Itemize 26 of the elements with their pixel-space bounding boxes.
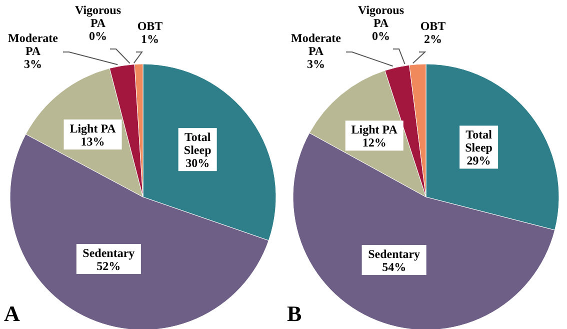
data-label: 1% bbox=[141, 32, 159, 46]
data-label: 3% bbox=[24, 57, 42, 71]
data-label: 12% bbox=[362, 136, 386, 150]
slice-label: Total Sleep bbox=[465, 128, 493, 155]
data-label: 29% bbox=[466, 154, 491, 168]
data-label: 13% bbox=[80, 134, 105, 148]
text: B bbox=[287, 301, 302, 327]
slice-label: Moderate PA bbox=[291, 31, 342, 58]
slice-label: OBT bbox=[137, 19, 163, 33]
data-label: 54% bbox=[382, 260, 406, 274]
data-label: 3% bbox=[307, 57, 325, 71]
slice-label: Total Sleep bbox=[184, 130, 212, 158]
slice-label: Sedentary bbox=[368, 247, 420, 262]
text: 0% bbox=[372, 29, 390, 43]
slice-label: Sedentary bbox=[82, 246, 135, 260]
data-label: 30% bbox=[186, 156, 210, 170]
slice-label: Moderate PA bbox=[8, 31, 59, 58]
slice-label: Light PA bbox=[70, 122, 116, 136]
text: A bbox=[4, 301, 20, 327]
data-label: 2% bbox=[424, 32, 442, 46]
slice-label: OBT bbox=[420, 19, 446, 33]
data-label: 52% bbox=[96, 259, 121, 274]
category-label: Vigorous PA bbox=[74, 3, 122, 30]
text: 0% bbox=[89, 29, 107, 43]
slice-label: Light PA bbox=[351, 122, 398, 137]
category-label: Vigorous PA bbox=[358, 3, 404, 30]
